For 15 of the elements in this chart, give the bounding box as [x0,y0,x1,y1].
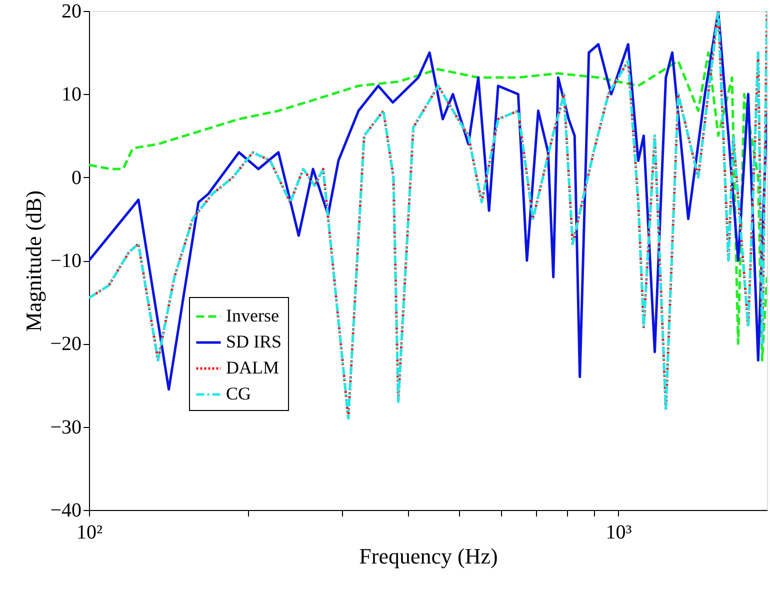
y-tick-label: 10 [62,84,82,106]
y-tick-label: 20 [62,0,82,22]
legend-label: DALM [226,358,279,378]
y-tick-label: −30 [50,416,82,438]
y-tick-label: −10 [50,250,82,272]
legend-label: Inverse [226,306,279,326]
x-axis-title: Frequency (Hz) [359,544,498,568]
y-axis-title: Magnitude (dB) [21,190,46,332]
legend-label: CG [226,384,252,404]
x-tick-label: 10³ [606,522,632,544]
y-tick-label: 0 [72,166,82,189]
y-tick-label: −40 [50,500,82,522]
y-tick-label: −20 [50,333,82,356]
legend-label: SD IRS [226,332,282,352]
x-tick-label: 10² [76,522,102,544]
